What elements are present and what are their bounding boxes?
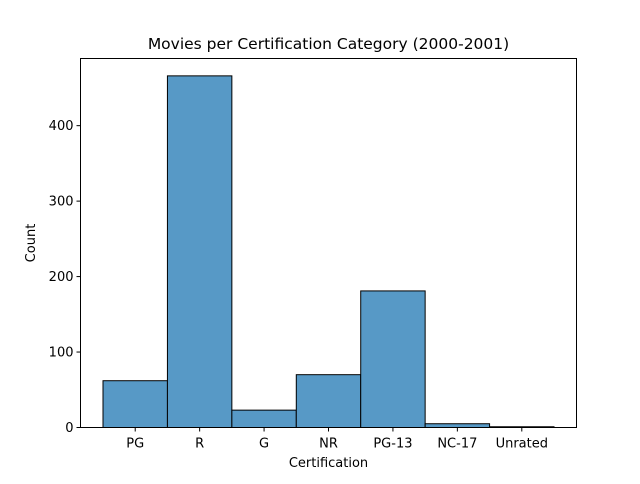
bars-layer [102,75,555,429]
bar-g [231,409,297,429]
x-tick-label: NR [319,437,338,452]
x-tick-label: PG [126,437,144,452]
y-tick-label: 300 [49,195,74,210]
x-tick-label: Unrated [496,437,548,452]
x-tick-label: R [195,437,204,452]
y-tick-label: 0 [65,421,73,436]
x-tick-label: PG-13 [373,437,412,452]
y-tick-label: 200 [49,270,74,285]
bar-pg [102,380,168,428]
axes-frame [80,58,577,428]
x-tick-label: G [259,437,269,452]
bar-nr [295,374,362,428]
x-axis-label: Certification [289,456,368,471]
chart-title: Movies per Certification Category (2000-… [148,35,509,53]
bar-r [166,75,233,429]
ticks-layer: PG R G NR PG-13 NC-17 Unrated 0 100 200 300 400 [49,119,548,451]
x-tick-label: NC-17 [437,437,477,452]
bar-pg-13 [360,290,426,429]
bar-nc-17 [424,423,491,429]
y-tick-label: 100 [49,346,74,361]
y-tick-label: 400 [49,119,74,134]
y-axis-label: Count [24,224,39,263]
